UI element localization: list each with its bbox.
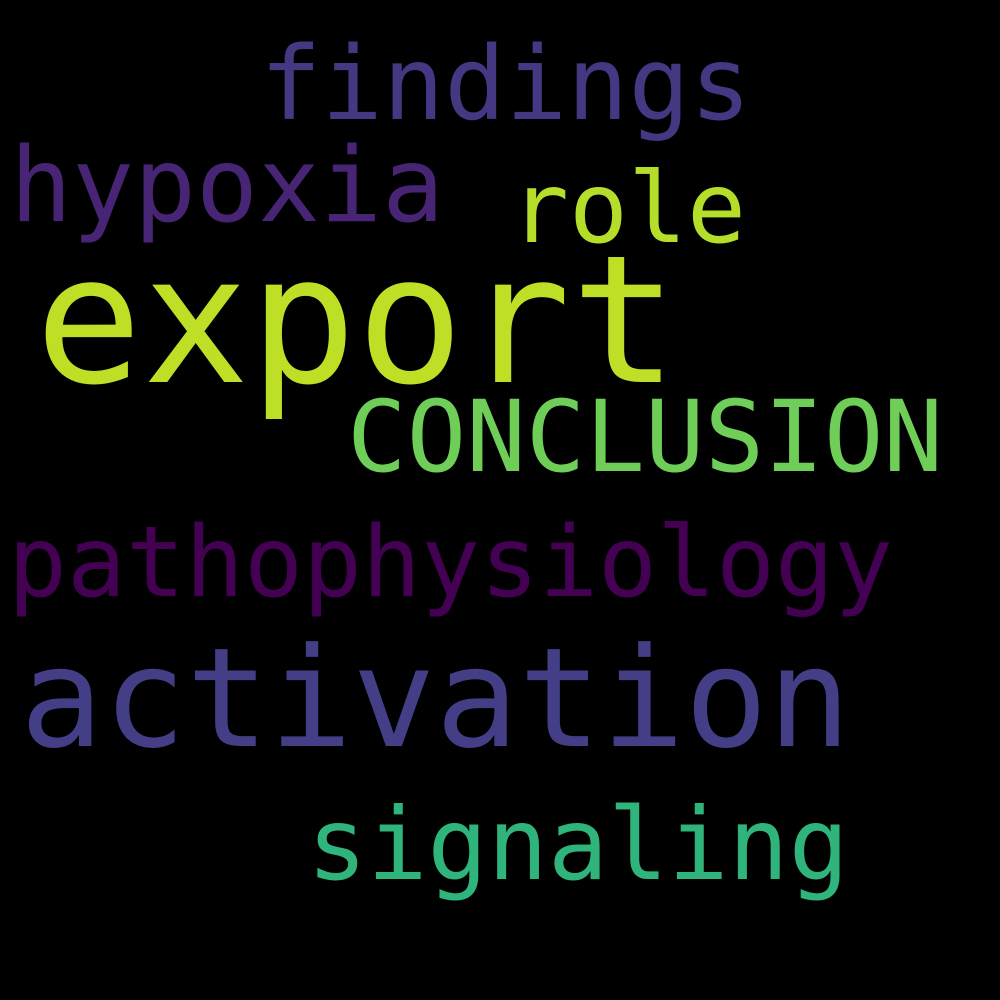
word-role: role [510,152,747,266]
word-signaling: signaling [307,786,849,903]
word-export: export [35,217,678,424]
word-activation: activation [20,618,851,779]
word-findings: findings [260,25,752,144]
word-hypoxia: hypoxia [10,126,445,246]
word-conclusion: CONCLUSION [347,380,944,495]
word-pathophysiology: pathophysiology [8,506,894,620]
